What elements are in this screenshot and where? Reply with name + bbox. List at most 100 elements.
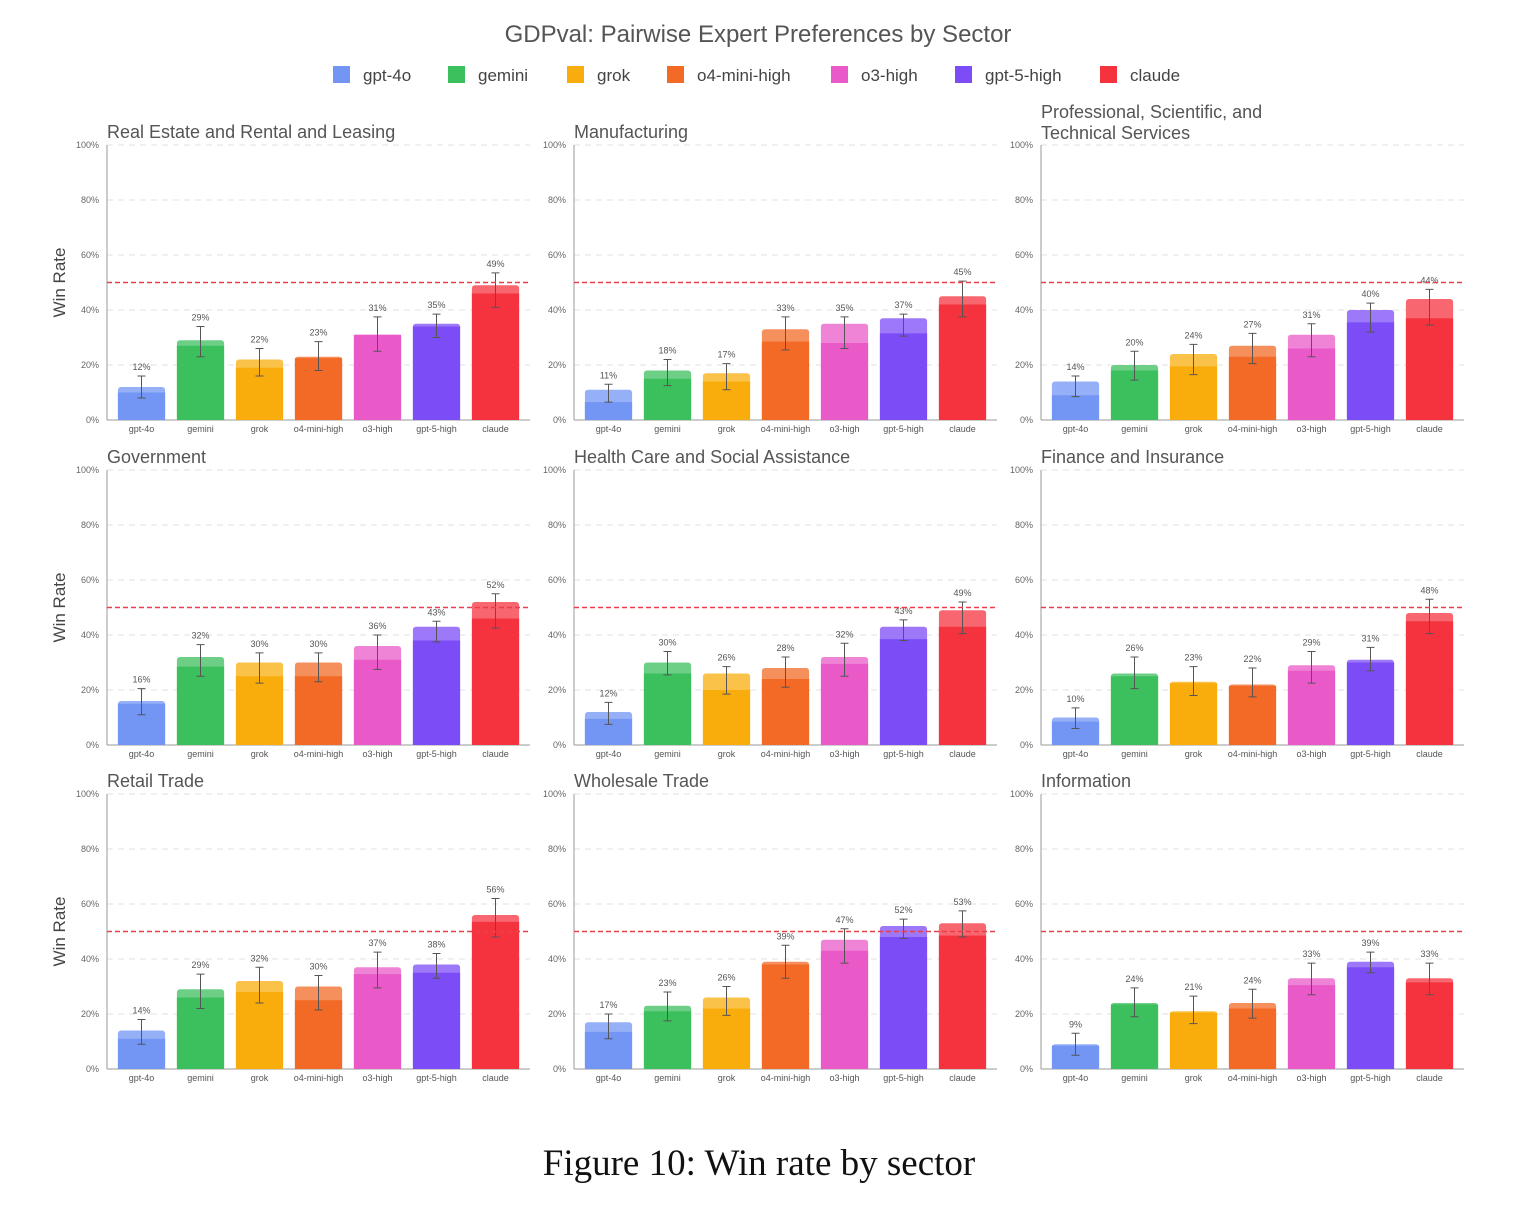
x-tick-label: gpt-5-high [883,1073,924,1083]
y-tick-label: 80% [1015,520,1033,530]
data-label: 33% [776,303,794,313]
x-tick-label: claude [482,749,509,759]
x-tick-label: claude [1416,424,1443,434]
y-tick-label: 100% [1010,789,1033,799]
bar-gpt-5-high [412,326,461,420]
y-tick-label: 60% [81,250,99,260]
y-tick-label: 40% [1015,305,1033,315]
bar-o4-mini-high [294,676,343,745]
x-tick-label: gpt-5-high [1350,749,1391,759]
legend-swatch-o4-mini-high [667,66,684,83]
y-tick-label: 60% [81,575,99,585]
bar-gpt-5-high [1346,967,1395,1069]
data-label: 33% [1420,949,1438,959]
bar-o3-high [353,974,402,1069]
bar-o4-mini-high [1228,356,1277,420]
legend-swatch-grok [567,66,584,83]
data-label: 22% [1243,654,1261,664]
data-label: 37% [368,938,386,948]
data-label: 14% [132,1006,150,1016]
x-tick-label: gpt-4o [596,1073,622,1083]
x-tick-label: o4-mini-high [1228,424,1278,434]
x-tick-label: o3-high [1296,424,1326,434]
bar-gpt-5-high [1346,662,1395,745]
x-tick-label: o4-mini-high [294,424,344,434]
y-tick-label: 60% [548,899,566,909]
data-label: 23% [309,328,327,338]
x-tick-label: grok [718,1073,736,1083]
x-tick-label: o3-high [829,749,859,759]
data-label: 9% [1069,1019,1082,1029]
y-tick-label: 40% [81,954,99,964]
x-tick-label: claude [949,424,976,434]
bar-o3-high [820,950,869,1069]
y-tick-label: 60% [1015,250,1033,260]
data-label: 39% [776,931,794,941]
data-label: 12% [132,362,150,372]
data-label: 43% [427,607,445,617]
x-tick-label: gemini [654,1073,681,1083]
legend-swatch-gpt-4o [333,66,350,83]
data-label: 56% [486,885,504,895]
x-tick-label: claude [482,424,509,434]
data-label: 21% [1184,982,1202,992]
x-tick-label: gemini [187,424,214,434]
data-label: 31% [368,303,386,313]
panel-title: Retail Trade [107,771,204,791]
x-tick-label: o3-high [1296,749,1326,759]
data-label: 27% [1243,319,1261,329]
data-label: 30% [309,962,327,972]
x-tick-label: gemini [1121,1073,1148,1083]
bar-o3-high [353,659,402,745]
data-label: 32% [835,629,853,639]
data-label: 53% [953,897,971,907]
data-label: 30% [250,639,268,649]
chart-panel-9: Information 0% 20% 40% 60% 80% 100% 9% gpt-4o 24%… [1010,771,1464,1083]
y-tick-label: 100% [1010,140,1033,150]
panel-title: Health Care and Social Assistance [574,447,850,467]
data-label: 52% [894,905,912,915]
data-label: 12% [599,688,617,698]
y-tick-label: 0% [553,1064,566,1074]
data-label: 36% [368,621,386,631]
data-label: 43% [894,606,912,616]
x-tick-label: o4-mini-high [761,749,811,759]
bar-gpt-5-high [879,639,928,745]
chart-panel-2: Manufacturing 0% 20% 40% 60% 80% 100% 11% gpt-4o… [543,122,997,434]
x-tick-label: gpt-5-high [1350,424,1391,434]
y-tick-label: 40% [548,305,566,315]
bar-gpt-4o [584,402,633,420]
data-label: 29% [191,313,209,323]
figure-caption: Figure 10: Win rate by sector [542,1143,976,1184]
x-tick-label: gpt-4o [1063,424,1089,434]
x-tick-label: gpt-5-high [883,749,924,759]
data-label: 30% [309,639,327,649]
x-tick-label: grok [1185,1073,1203,1083]
x-tick-label: o3-high [362,1073,392,1083]
x-tick-label: o4-mini-high [294,749,344,759]
y-tick-label: 80% [548,520,566,530]
data-label: 17% [717,350,735,360]
y-tick-label: 100% [543,789,566,799]
panel-title: Wholesale Trade [574,771,709,791]
data-label: 32% [250,953,268,963]
bar-gemini [176,666,225,745]
x-tick-label: gemini [1121,749,1148,759]
x-tick-label: o4-mini-high [761,1073,811,1083]
y-axis-label: Win Rate [50,897,69,967]
x-tick-label: grok [251,1073,269,1083]
x-tick-label: gpt-5-high [416,1073,457,1083]
data-label: 10% [1066,694,1084,704]
y-tick-label: 60% [1015,575,1033,585]
y-tick-label: 20% [81,1009,99,1019]
legend-label-o4-mini-high: o4-mini-high [697,66,791,85]
bar-gemini [176,997,225,1069]
y-tick-label: 40% [81,630,99,640]
x-tick-label: gpt-4o [129,424,155,434]
x-tick-label: gemini [187,1073,214,1083]
data-label: 24% [1243,975,1261,985]
x-tick-label: o4-mini-high [1228,749,1278,759]
y-tick-label: 0% [86,740,99,750]
y-tick-label: 0% [1020,415,1033,425]
chart-panel-1: Real Estate and Rental and Leasing Win Ra… [50,122,530,434]
